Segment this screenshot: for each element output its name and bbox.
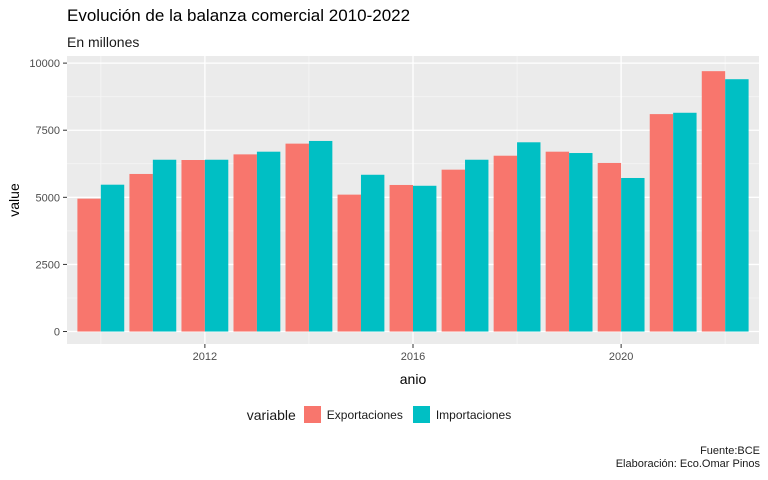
y-tick-label: 10000: [29, 58, 60, 70]
y-tick-label: 0: [54, 327, 60, 339]
bar-exportaciones-2022: [701, 71, 726, 332]
x-tick-label: 2016: [401, 351, 425, 363]
bar-importaciones-2015: [360, 174, 385, 332]
bar-exportaciones-2010: [77, 198, 101, 332]
bar-importaciones-2011: [152, 159, 177, 332]
bar-importaciones-2012: [204, 159, 229, 332]
bar-exportaciones-2018: [493, 155, 518, 332]
bar-exportaciones-2012: [181, 160, 205, 332]
bar-importaciones-2013: [256, 151, 281, 332]
bar-importaciones-2022: [725, 79, 749, 332]
chart-title: Evolución de la balanza comercial 2010-2…: [67, 6, 411, 25]
bar-importaciones-2010: [100, 184, 125, 332]
bar-importaciones-2017: [465, 159, 489, 332]
bar-exportaciones-2015: [337, 194, 361, 332]
bar-exportaciones-2016: [389, 184, 413, 332]
bar-importaciones-2020: [621, 177, 645, 332]
x-tick-label: 2020: [609, 351, 633, 363]
bar-chart: 0 2500 5000 7500 10000 2012 2016 2020 anio val…: [6, 56, 759, 387]
bar-exportaciones-2011: [129, 173, 153, 332]
bars-layer: [77, 71, 749, 332]
bar-importaciones-2021: [673, 112, 697, 332]
bar-exportaciones-2014: [285, 143, 309, 332]
x-tick-label: 2012: [193, 351, 217, 363]
chart-subtitle: En millones: [67, 34, 140, 50]
legend-key-exportaciones: [303, 406, 321, 423]
caption-source: Fuente:BCE: [700, 445, 760, 457]
legend-title: variable: [246, 406, 296, 423]
bar-importaciones-2019: [569, 153, 593, 332]
bar-importaciones-2014: [308, 140, 333, 332]
x-axis-label: anio: [400, 371, 427, 387]
legend-label-exportaciones: Exportaciones: [326, 407, 403, 422]
y-tick-label: 2500: [36, 259, 60, 271]
caption-author: Elaboración: Eco.Omar Pinos: [615, 458, 760, 470]
bar-exportaciones-2019: [545, 151, 570, 332]
legend: variable Exportaciones Importaciones: [0, 406, 768, 423]
y-tick-label: 5000: [36, 192, 60, 204]
bar-importaciones-2016: [413, 185, 437, 332]
bar-exportaciones-2017: [441, 169, 466, 332]
y-tick-label: 7500: [36, 125, 60, 137]
caption: Fuente:BCE Elaboración: Eco.Omar Pinos: [616, 445, 760, 471]
legend-key-importaciones: [412, 406, 430, 423]
y-axis: 0 2500 5000 7500 10000: [29, 58, 67, 339]
legend-label-importaciones: Importaciones: [435, 407, 512, 422]
x-axis: 2012 2016 2020: [193, 344, 633, 363]
bar-exportaciones-2021: [649, 114, 674, 332]
y-axis-label: value: [6, 183, 22, 217]
bar-importaciones-2018: [517, 142, 541, 332]
bar-exportaciones-2020: [597, 162, 622, 332]
bar-exportaciones-2013: [233, 154, 257, 332]
